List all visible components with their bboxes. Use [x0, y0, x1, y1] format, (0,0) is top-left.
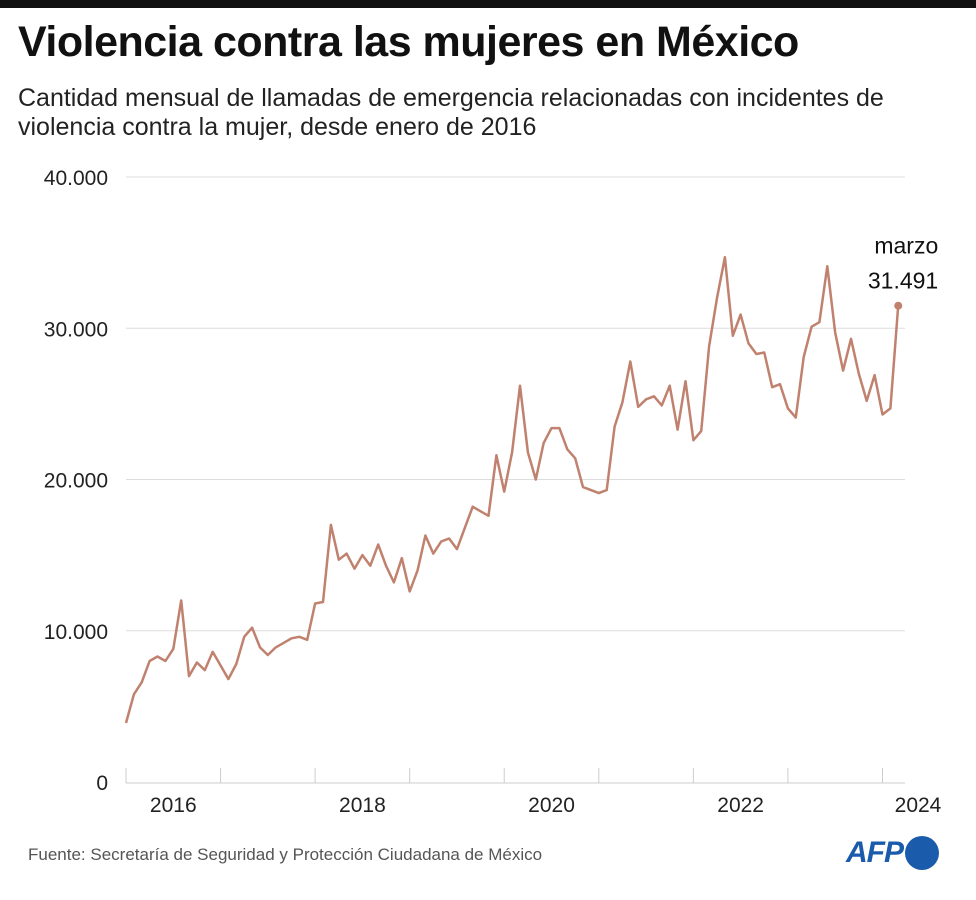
- annotation-value: 31.491: [868, 268, 938, 294]
- x-tick-label: 2022: [717, 794, 764, 817]
- x-tick-label: 2016: [150, 794, 197, 817]
- y-tick-label: 40.000: [44, 167, 108, 190]
- x-tick-label: 2020: [528, 794, 575, 817]
- y-tick-label: 30.000: [44, 318, 108, 341]
- chart-subtitle: Cantidad mensual de llamadas de emergenc…: [18, 84, 884, 141]
- top-bar: [0, 0, 976, 8]
- x-tick-label: 2018: [339, 794, 386, 817]
- series-line: [124, 255, 900, 724]
- annotation-month: marzo: [874, 233, 938, 259]
- afp-logo: AFP: [846, 836, 939, 870]
- afp-logo-dot-icon: [905, 836, 939, 870]
- last-data-point: [894, 301, 903, 310]
- afp-logo-text: AFP: [846, 836, 904, 869]
- source-note: Fuente: Secretaría de Seguridad y Protec…: [28, 845, 543, 864]
- y-tick-label: 0: [96, 772, 108, 795]
- x-tick-label: 2024: [895, 794, 942, 817]
- chart-title: Violencia contra las mujeres en México: [18, 18, 799, 66]
- y-tick-label: 20.000: [44, 470, 108, 493]
- y-tick-label: 10.000: [44, 621, 108, 644]
